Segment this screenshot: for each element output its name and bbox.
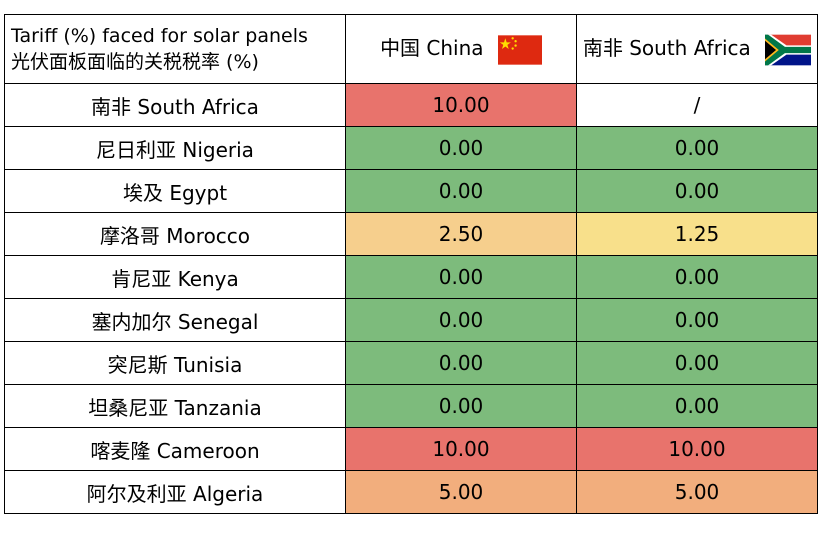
header-row: Tariff (%) faced for solar panels 光伏面板面临… (4, 14, 818, 84)
tariff-cell: 10.00 (576, 427, 818, 471)
data-row: 喀麦隆 Cameroon 10.00 10.00 (4, 427, 818, 471)
data-row: 阿尔及利亚 Algeria 5.00 5.00 (4, 470, 818, 514)
data-row: 塞内加尔 Senegal 0.00 0.00 (4, 298, 818, 342)
tariff-cell: 0.00 (576, 169, 818, 213)
tariff-cell: 0.00 (576, 255, 818, 299)
column-label: 南非 South Africa (582, 36, 751, 61)
country-cell: 坦桑尼亚 Tanzania (4, 384, 346, 428)
tariff-cell: 0.00 (576, 341, 818, 385)
country-cell: 南非 South Africa (4, 83, 346, 127)
data-row: 摩洛哥 Morocco 2.50 1.25 (4, 212, 818, 256)
tariff-cell: 10.00 (345, 427, 577, 471)
data-row: 突尼斯 Tunisia 0.00 0.00 (4, 341, 818, 385)
china-flag (497, 35, 542, 65)
country-cell: 塞内加尔 Senegal (4, 298, 346, 342)
tariff-cell: 0.00 (345, 255, 577, 299)
tariff-cell: 0.00 (576, 298, 818, 342)
column-label: 中国 China (380, 36, 484, 61)
data-row: 尼日利亚 Nigeria 0.00 0.00 (4, 126, 818, 170)
title-cell: Tariff (%) faced for solar panels 光伏面板面临… (4, 14, 346, 84)
data-row: 埃及 Egypt 0.00 0.00 (4, 169, 818, 213)
tariff-cell: 0.00 (345, 126, 577, 170)
tariff-cell: 1.25 (576, 212, 818, 256)
tariff-cell: 0.00 (345, 384, 577, 428)
table-body: Tariff (%) faced for solar panels 光伏面板面临… (4, 14, 818, 514)
country-cell: 突尼斯 Tunisia (4, 341, 346, 385)
tariff-cell: / (576, 83, 818, 127)
tariff-cell: 10.00 (345, 83, 577, 127)
country-cell: 埃及 Egypt (4, 169, 346, 213)
tariff-table: Tariff (%) faced for solar panels 光伏面板面临… (4, 14, 818, 514)
data-row: 南非 South Africa 10.00/ (4, 83, 818, 127)
tariff-cell: 5.00 (345, 470, 577, 514)
tariff-cell: 0.00 (345, 169, 577, 213)
tariff-cell: 0.00 (345, 341, 577, 385)
tariff-cell: 0.00 (576, 126, 818, 170)
tariff-cell: 0.00 (345, 298, 577, 342)
tariff-cell: 2.50 (345, 212, 577, 256)
country-cell: 肯尼亚 Kenya (4, 255, 346, 299)
title-line: 光伏面板面临的关税税率 (%) (11, 51, 259, 73)
south-africa-flag (765, 34, 812, 66)
title-line: Tariff (%) faced for solar panels (11, 25, 308, 47)
column-header: 中国 China (345, 14, 577, 84)
data-row: 坦桑尼亚 Tanzania 0.00 0.00 (4, 384, 818, 428)
country-cell: 喀麦隆 Cameroon (4, 427, 346, 471)
country-cell: 尼日利亚 Nigeria (4, 126, 346, 170)
tariff-cell: 5.00 (576, 470, 818, 514)
data-row: 肯尼亚 Kenya 0.00 0.00 (4, 255, 818, 299)
column-header: 南非 South Africa (576, 14, 818, 84)
country-cell: 摩洛哥 Morocco (4, 212, 346, 256)
tariff-cell: 0.00 (576, 384, 818, 428)
country-cell: 阿尔及利亚 Algeria (4, 470, 346, 514)
